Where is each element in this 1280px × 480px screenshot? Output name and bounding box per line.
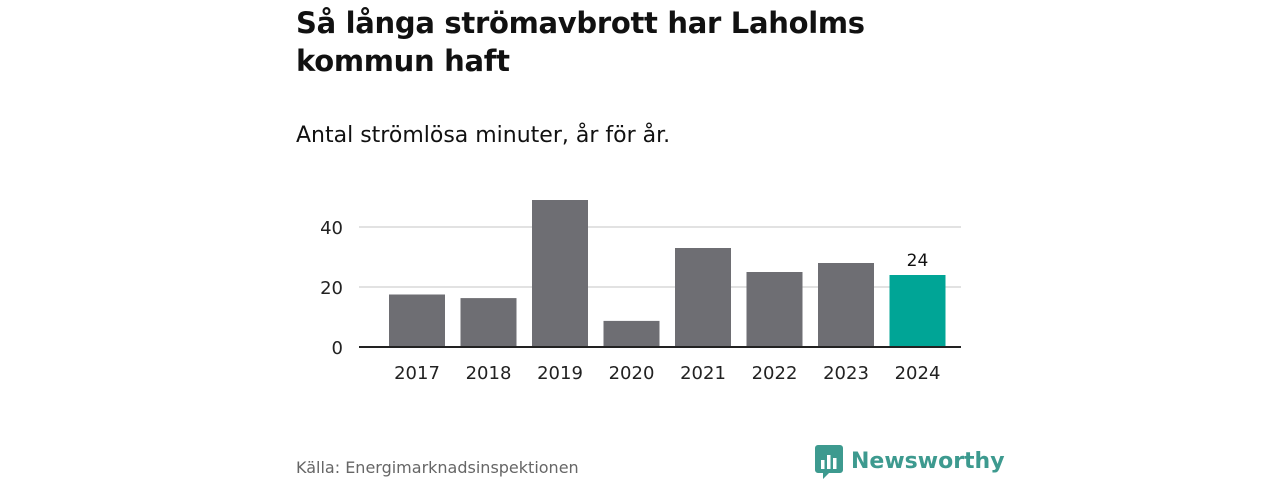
x-tick-label: 2019: [537, 363, 583, 384]
bar-2021: [675, 248, 731, 347]
x-tick-label: 2021: [680, 363, 726, 384]
y-tick-label: 40: [320, 218, 343, 239]
x-tick-label: 2020: [609, 363, 655, 384]
x-tick-label: 2017: [394, 363, 440, 384]
newsworthy-logo: Newsworthy: [815, 445, 1005, 479]
brand-name: Newsworthy: [851, 449, 1005, 474]
chart-card: Så långa strömavbrott har Laholms kommun…: [296, 0, 1005, 480]
bar-chart-speech-bubble-icon: [815, 445, 843, 479]
y-tick-label: 20: [320, 278, 343, 299]
chart-subtitle: Antal strömlösa minuter, år för år.: [296, 123, 671, 148]
bar-2017: [389, 294, 445, 347]
data-label: 24: [907, 251, 929, 271]
bar-2022: [746, 272, 803, 347]
bar-2023: [818, 263, 874, 347]
bar-2018: [460, 298, 517, 347]
y-tick-label: 0: [332, 338, 343, 359]
bar-2019: [532, 200, 588, 347]
x-tick-label: 2023: [823, 363, 869, 384]
x-tick-label: 2018: [466, 363, 512, 384]
bar-chart: 0 20 40 2017 2018 2019 2020 2021 2022 2023 2024 24: [320, 200, 961, 384]
source-note: Källa: Energimarknadsinspektionen: [296, 458, 579, 477]
bar-2024: [889, 275, 946, 347]
bar-2020: [603, 320, 660, 347]
chart-title: Så långa strömavbrott har Laholms kommun…: [296, 6, 865, 78]
x-tick-label: 2024: [895, 363, 941, 384]
x-tick-label: 2022: [752, 363, 798, 384]
